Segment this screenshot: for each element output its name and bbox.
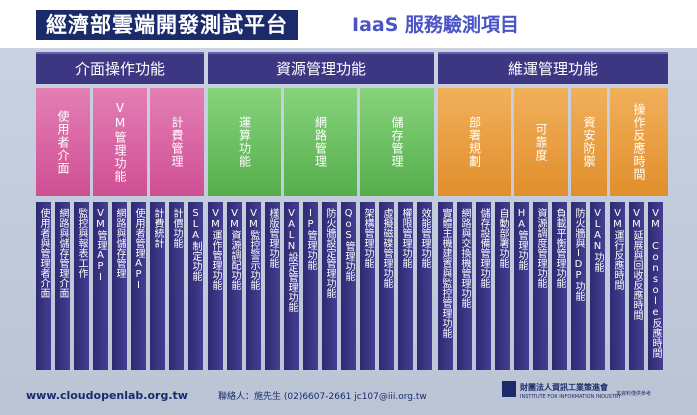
page-subtitle: IaaS 服務驗測項目 [352, 14, 520, 36]
group-interface: 介面操作功能 [36, 52, 204, 84]
org-name-en: INSTITUTE FOR INFORMATION INDUSTRY [520, 394, 622, 400]
item-column: VM延展與回收反應時間 [629, 202, 644, 370]
category-security: 資安防禦 [571, 88, 607, 196]
page-title: 經濟部雲端開發測試平台 [36, 10, 298, 40]
item-column: 權限管理功能 [398, 202, 413, 370]
item-column: 網路與儲存管理介面 [55, 202, 70, 370]
category-storage: 儲存管理 [360, 88, 434, 196]
item-column: VM運行反應時間 [610, 202, 625, 370]
item-column: 樣版管理功能 [265, 202, 280, 370]
contact-info: 聯絡人：施先生 (02)6607-2661 jc107@iii.org.tw [218, 392, 427, 402]
org-name: 財團法人資訊工業策進會 [520, 383, 608, 392]
item-column: 計費統計 [150, 202, 165, 370]
category-billing: 計費管理 [150, 88, 204, 196]
item-column: VLAN功能 [590, 202, 605, 370]
group-resource: 資源管理功能 [208, 52, 434, 84]
item-column: SLA制定功能 [188, 202, 203, 370]
item-column: 網路與儲存管理 [112, 202, 127, 370]
item-column: HA管理功能 [514, 202, 529, 370]
item-column: VM資源調配功能 [227, 202, 242, 370]
item-column: 自動部署功能 [495, 202, 510, 370]
item-column: 防火牆設定管理功能 [322, 202, 337, 370]
category-user-interface: 使用者介面 [36, 88, 90, 196]
corner-note: 本資料僅供參考 [616, 391, 652, 397]
category-reliability: 可靠度 [514, 88, 568, 196]
item-column: QoS管理功能 [341, 202, 356, 370]
item-column: 儲存設備管理功能 [476, 202, 491, 370]
item-column: 架構管理功能 [360, 202, 375, 370]
item-column: 實體主機建置與監控管理功能 [438, 202, 453, 370]
item-column: 負載平衡管理功能 [552, 202, 567, 370]
category-network: 網路管理 [284, 88, 357, 196]
category-deployment: 部署規劃 [438, 88, 511, 196]
item-column: 計價功能 [169, 202, 184, 370]
item-column: VM Console反應時間 [648, 202, 663, 370]
item-column: 虛擬磁碟管理功能 [379, 202, 394, 370]
item-column: 防火牆與IDP功能 [571, 202, 586, 370]
item-column: 監控與報表工作 [74, 202, 89, 370]
category-response-time: 操作反應時間 [610, 88, 668, 196]
item-column: 使用者與管理者介面 [36, 202, 51, 370]
category-vm-management: VM管理功能 [93, 88, 147, 196]
item-column: 使用者管理API [131, 202, 146, 370]
category-compute: 運算功能 [208, 88, 281, 196]
item-column: IP管理功能 [303, 202, 318, 370]
item-column: VM運作管理功能 [208, 202, 223, 370]
iii-logo-icon [502, 381, 516, 397]
item-column: VALN設定管理功能 [284, 202, 299, 370]
item-column: 資源調度管理功能 [533, 202, 548, 370]
item-column: VM管理API [93, 202, 108, 370]
item-column: VM監控警示功能 [246, 202, 261, 370]
item-column: 網路與交換機管理功能 [457, 202, 472, 370]
group-operations: 維運管理功能 [438, 52, 668, 84]
website-link[interactable]: www.cloudopenlab.org.tw [26, 389, 188, 402]
item-column: 效能管理功能 [417, 202, 432, 370]
